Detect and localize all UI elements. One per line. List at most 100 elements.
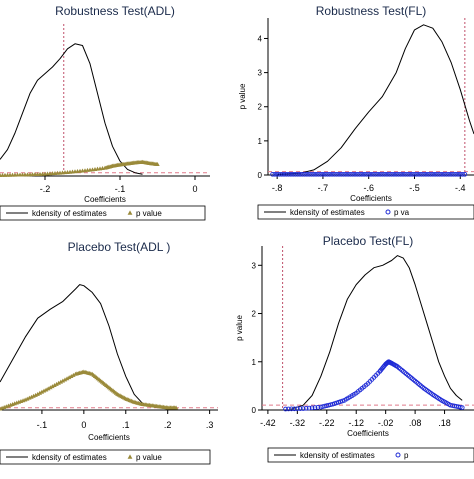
p-value-marker bbox=[272, 171, 278, 177]
x-tick-label: 0 bbox=[81, 420, 86, 430]
p-value-marker bbox=[300, 406, 306, 411]
chart-panel-p3: Placebo Test(ADL ) -.1 0 .1 .2 .3 Coefficients… bbox=[0, 240, 218, 465]
p-value-marker bbox=[292, 406, 297, 412]
legend-marker-swatch bbox=[127, 210, 133, 215]
p-value-marker bbox=[41, 388, 47, 393]
p-value-marker bbox=[35, 391, 40, 396]
p-value-marker bbox=[56, 380, 61, 385]
p-value-marker bbox=[439, 171, 445, 177]
p-value-marker bbox=[421, 171, 426, 177]
legend-label: kdensity of estimates bbox=[290, 208, 365, 217]
p-value-marker bbox=[380, 171, 385, 177]
p-value-marker bbox=[334, 171, 340, 177]
p-value-marker bbox=[293, 171, 298, 177]
p-value-marker bbox=[391, 171, 397, 177]
p-value-marker bbox=[311, 171, 317, 177]
chart-title: Placebo Test(FL) bbox=[323, 234, 414, 248]
p-value-marker bbox=[393, 171, 399, 177]
y-tick-label: 3 bbox=[252, 261, 257, 270]
p-value-marker bbox=[290, 171, 296, 177]
p-value-marker bbox=[302, 171, 307, 177]
p-value-marker bbox=[430, 171, 436, 177]
x-tick-label: .1 bbox=[122, 420, 130, 430]
p-value-marker bbox=[382, 171, 388, 177]
p-value-marker bbox=[457, 404, 463, 410]
p-value-marker bbox=[289, 406, 294, 412]
p-value-marker bbox=[39, 389, 45, 394]
p-value-marker bbox=[66, 375, 72, 380]
p-value-marker bbox=[389, 171, 394, 177]
p-value-marker bbox=[309, 171, 314, 177]
p-value-marker bbox=[320, 171, 326, 177]
p-value-marker bbox=[173, 405, 179, 410]
legend-box bbox=[257, 204, 474, 220]
p-value-marker bbox=[277, 171, 282, 177]
x-tick-label: -.8 bbox=[272, 183, 283, 193]
p-value-marker bbox=[352, 171, 358, 177]
legend-label: p bbox=[404, 451, 409, 460]
legend: kdensity of estimates p bbox=[267, 447, 474, 463]
p-value-marker bbox=[405, 171, 410, 177]
p-value-marker bbox=[446, 171, 452, 177]
p-value-marker bbox=[46, 386, 51, 391]
x-tick-label: .18 bbox=[438, 418, 451, 428]
y-tick-label: 0 bbox=[252, 406, 257, 415]
legend-box bbox=[0, 205, 206, 221]
p-value-marker bbox=[303, 405, 309, 411]
x-tick-label: -.32 bbox=[290, 418, 306, 428]
p-value-marker bbox=[54, 381, 59, 386]
p-value-marker bbox=[437, 171, 443, 177]
x-tick-label: 0 bbox=[192, 184, 197, 194]
p-value-marker bbox=[384, 171, 390, 177]
legend-marker-swatch bbox=[385, 209, 391, 215]
p-value-marker bbox=[312, 405, 318, 410]
p-value-marker bbox=[281, 171, 287, 177]
p-value-marker bbox=[414, 171, 420, 177]
p-value-marker bbox=[325, 171, 330, 177]
p-value-marker bbox=[386, 171, 392, 177]
p-value-marker bbox=[377, 171, 383, 177]
p-value-marker bbox=[336, 171, 342, 177]
x-tick-label: -.6 bbox=[363, 183, 374, 193]
p-value-marker bbox=[274, 171, 280, 177]
p-value-marker bbox=[294, 406, 300, 412]
y-tick-label: 3 bbox=[258, 69, 263, 78]
p-value-marker bbox=[0, 172, 3, 177]
p-value-marker bbox=[441, 171, 447, 177]
p-value-marker bbox=[316, 171, 321, 177]
p-value-marker bbox=[283, 171, 289, 177]
p-value-marker bbox=[416, 171, 422, 177]
p-value-marker bbox=[402, 171, 408, 177]
x-tick-label: -.7 bbox=[318, 183, 329, 193]
p-value-marker bbox=[373, 171, 378, 177]
p-value-marker bbox=[304, 171, 310, 177]
legend-label: kdensity of estimates bbox=[32, 209, 107, 218]
p-value-marker bbox=[400, 171, 406, 177]
x-axis-label: Coefficients bbox=[84, 195, 126, 204]
p-value-marker bbox=[69, 374, 74, 378]
p-value-marker bbox=[364, 171, 369, 177]
p-value-marker bbox=[357, 171, 362, 177]
p-value-marker bbox=[455, 171, 461, 177]
legend-marker-swatch bbox=[127, 454, 133, 459]
p-value-marker bbox=[368, 171, 374, 177]
kdensity-line bbox=[291, 255, 463, 410]
x-axis-label: Coefficients bbox=[350, 194, 392, 203]
p-value-marker bbox=[332, 171, 337, 177]
p-value-marker bbox=[283, 406, 288, 412]
p-value-marker bbox=[348, 171, 353, 177]
p-value-marker bbox=[370, 171, 376, 177]
p-value-marker bbox=[288, 171, 294, 177]
p-value-marker bbox=[315, 404, 321, 410]
legend-label: kdensity of estimates bbox=[32, 453, 107, 462]
p-value-marker bbox=[462, 171, 468, 177]
x-tick-label: -.42 bbox=[260, 418, 276, 428]
y-tick-label: 1 bbox=[252, 358, 257, 367]
p-value-marker bbox=[451, 171, 456, 177]
p-value-marker bbox=[366, 171, 372, 177]
legend-box bbox=[0, 449, 211, 465]
x-tick-label: -.5 bbox=[409, 183, 420, 193]
p-value-marker bbox=[354, 171, 360, 177]
p-value-marker bbox=[306, 171, 312, 177]
